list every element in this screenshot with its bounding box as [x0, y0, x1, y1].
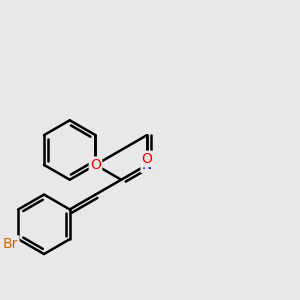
Text: N: N: [142, 158, 152, 172]
Text: O: O: [90, 158, 101, 172]
Text: Br: Br: [3, 237, 18, 250]
Text: O: O: [142, 152, 152, 166]
